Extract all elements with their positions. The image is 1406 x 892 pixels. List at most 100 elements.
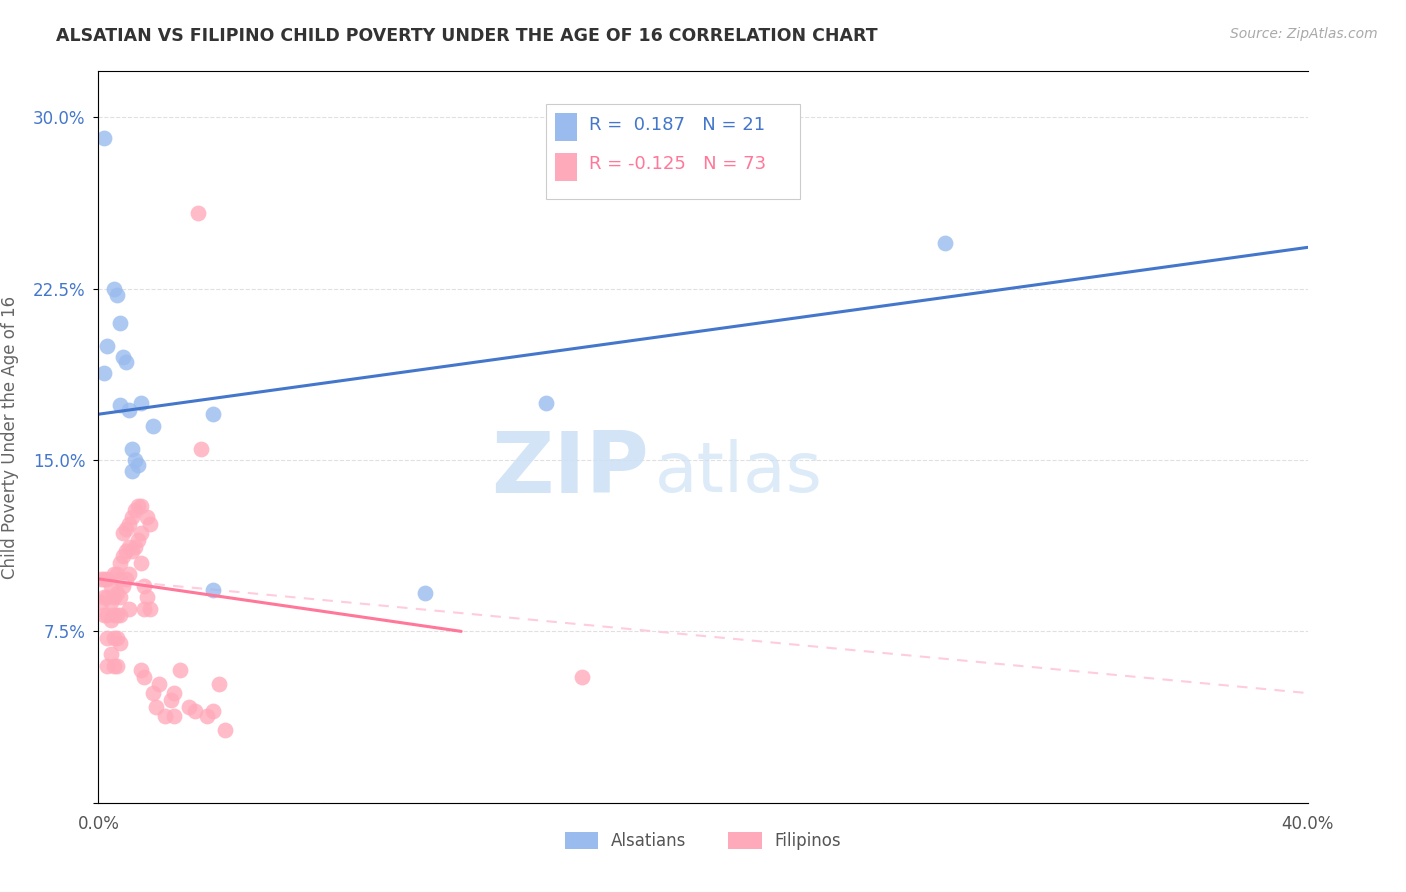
Point (103, 632, 125, 646)
Point (160, 693, 183, 707)
Point (114, 354, 136, 368)
Text: atlas: atlas (655, 439, 823, 506)
Point (202, 705, 225, 719)
Point (114, 572, 136, 586)
Bar (546, 104, 800, 200)
Text: ALSATIAN VS FILIPINO CHILD POVERTY UNDER THE AGE OF 16 CORRELATION CHART: ALSATIAN VS FILIPINO CHILD POVERTY UNDER… (56, 27, 877, 45)
Point (132, 601, 155, 615)
Point (100, 647, 122, 661)
Point (129, 526, 152, 541)
Point (934, 235, 956, 250)
Point (132, 579, 155, 593)
Bar (555, 153, 578, 181)
Point (413, 585, 436, 599)
Point (118, 540, 141, 554)
Point (121, 442, 143, 456)
Point (96, 658, 118, 673)
Point (129, 499, 152, 513)
Point (105, 585, 128, 599)
Point (184, 705, 207, 719)
Point (571, 670, 593, 684)
Legend: Alsatians, Filipinos: Alsatians, Filipinos (558, 825, 848, 856)
Point (127, 533, 149, 547)
Point (103, 281, 125, 295)
Point (105, 608, 128, 623)
Point (93, 608, 115, 623)
Point (129, 396, 152, 410)
Point (124, 540, 146, 554)
Point (96, 590, 118, 604)
Point (121, 464, 143, 478)
Point (108, 316, 131, 330)
Point (124, 503, 146, 517)
Point (153, 709, 176, 723)
Point (142, 418, 165, 433)
Point (142, 686, 165, 700)
Point (169, 663, 191, 677)
Text: Source: ZipAtlas.com: Source: ZipAtlas.com (1230, 27, 1378, 41)
Point (118, 567, 141, 582)
Point (100, 579, 122, 593)
Point (93, 130, 115, 145)
Point (108, 636, 131, 650)
Point (124, 453, 146, 467)
Point (202, 583, 225, 598)
Point (96, 572, 118, 586)
Point (96, 338, 118, 352)
Point (108, 608, 131, 623)
Point (108, 398, 131, 412)
Point (127, 499, 149, 513)
Point (139, 601, 162, 615)
Point (121, 544, 143, 558)
Point (90, 572, 112, 586)
Point (93, 366, 115, 380)
Point (129, 663, 152, 677)
Text: R =  0.187   N = 21: R = 0.187 N = 21 (589, 116, 765, 134)
Point (111, 526, 134, 541)
Point (108, 556, 131, 570)
Point (111, 579, 134, 593)
Point (103, 590, 125, 604)
Point (105, 632, 128, 646)
Point (118, 601, 141, 615)
Point (103, 608, 125, 623)
Point (534, 396, 557, 410)
Point (111, 350, 134, 364)
Point (148, 677, 170, 691)
Bar (555, 113, 578, 141)
Point (129, 556, 152, 570)
Point (132, 670, 155, 684)
Point (179, 699, 201, 714)
Point (93, 572, 115, 586)
Text: R = -0.125   N = 73: R = -0.125 N = 73 (589, 155, 766, 173)
Point (118, 402, 141, 417)
Point (190, 442, 212, 456)
Point (103, 658, 125, 673)
Point (163, 709, 186, 723)
Point (96, 608, 118, 623)
Point (135, 590, 157, 604)
Text: ZIP: ZIP (491, 428, 648, 511)
Point (111, 549, 134, 563)
Point (100, 613, 122, 627)
Point (139, 516, 162, 531)
Point (121, 510, 143, 524)
Point (163, 686, 186, 700)
Point (108, 572, 131, 586)
Point (100, 595, 122, 609)
Point (118, 516, 141, 531)
Point (114, 544, 136, 558)
Point (90, 595, 112, 609)
Y-axis label: Child Poverty Under the Age of 16: Child Poverty Under the Age of 16 (1, 295, 18, 579)
Point (187, 206, 209, 220)
Point (114, 521, 136, 535)
Point (202, 407, 225, 421)
Point (105, 567, 128, 582)
Point (145, 699, 167, 714)
Point (214, 723, 236, 737)
Point (103, 567, 125, 582)
Point (208, 677, 231, 691)
Point (195, 709, 218, 723)
Point (108, 590, 131, 604)
Point (96, 632, 118, 646)
